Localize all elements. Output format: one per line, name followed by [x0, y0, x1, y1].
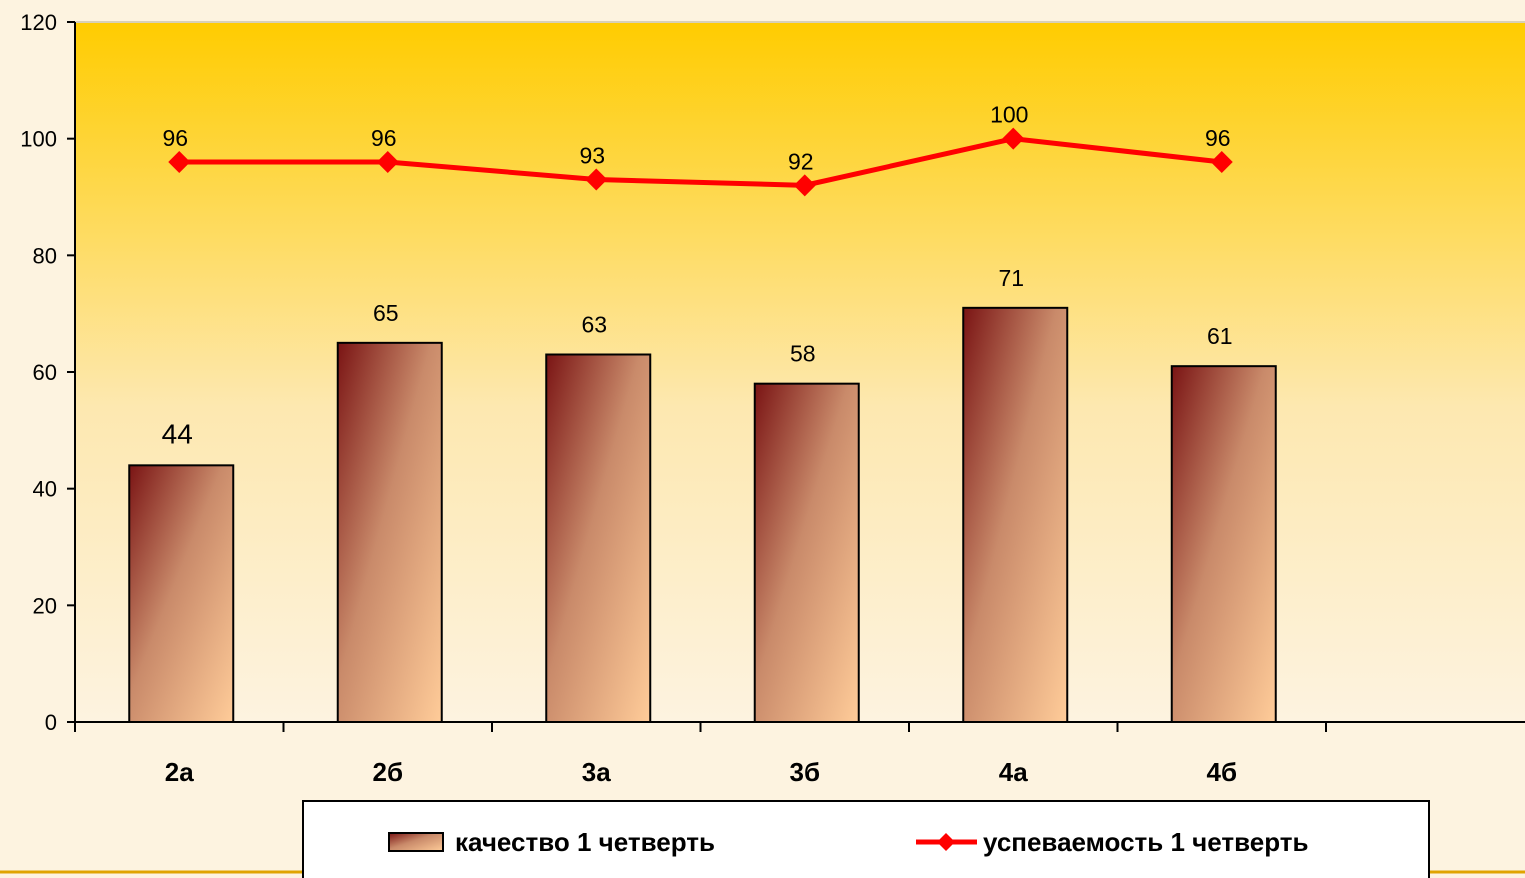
y-tick-label: 120 [20, 10, 57, 35]
bar-data-label: 61 [1207, 323, 1233, 349]
line-data-label: 96 [371, 125, 397, 151]
legend-label-bar: качество 1 четверть [455, 827, 715, 857]
y-tick-label: 40 [33, 477, 57, 502]
bar-data-label: 65 [373, 300, 399, 326]
line-series [179, 136, 1223, 188]
legend-line-marker [937, 833, 955, 851]
bar [753, 382, 860, 723]
bar [545, 353, 652, 723]
bar-data-label: 44 [162, 418, 193, 449]
legend-bar-swatch [388, 832, 444, 852]
line-data-label: 100 [990, 102, 1028, 128]
legend-box [302, 800, 1430, 878]
y-tick-label: 80 [33, 243, 57, 268]
line-point [168, 151, 191, 173]
x-tick-label: 2б [372, 757, 403, 787]
bar-data-label: 71 [998, 265, 1024, 291]
bar [1170, 365, 1277, 723]
line-point [1002, 127, 1025, 150]
line-point [1210, 151, 1233, 173]
x-tick-label: 3б [789, 757, 820, 787]
x-tick-label: 4а [999, 757, 1028, 787]
bar-data-label: 58 [790, 341, 816, 367]
y-tick-label: 100 [20, 127, 57, 152]
x-tick-label: 4б [1206, 757, 1237, 787]
bar [336, 341, 443, 723]
line-point [376, 151, 399, 173]
bar [962, 306, 1069, 723]
line-data-label: 96 [162, 125, 188, 151]
line-point [585, 168, 608, 191]
y-tick-label: 0 [45, 710, 57, 735]
x-tick-label: 3а [582, 757, 611, 787]
bar-data-label: 63 [581, 312, 607, 338]
line-data-label: 93 [579, 143, 605, 169]
legend-label-line: успеваемость 1 четверть [983, 827, 1308, 857]
x-tick-label: 2а [165, 757, 194, 787]
y-tick-label: 20 [33, 593, 57, 618]
line-data-label: 92 [788, 148, 814, 174]
bar [128, 464, 235, 723]
line-data-label: 96 [1205, 125, 1231, 151]
y-tick-label: 60 [33, 360, 57, 385]
line-point [793, 174, 816, 197]
